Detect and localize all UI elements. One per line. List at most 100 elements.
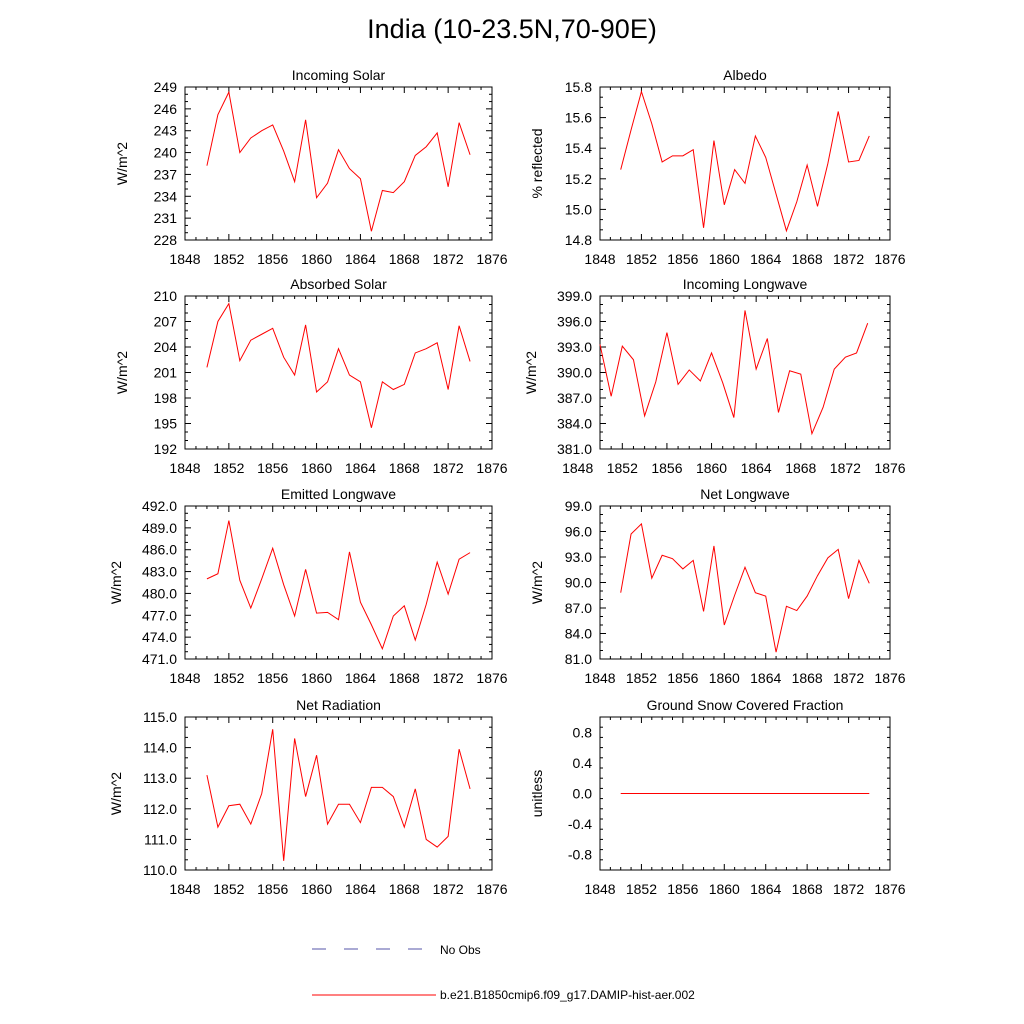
y-tick-label: 201 xyxy=(154,365,178,381)
series-line xyxy=(206,520,471,651)
y-tick-label: 112.0 xyxy=(143,801,177,817)
y-tick-label: 99.0 xyxy=(565,498,592,514)
x-tick-label: 1868 xyxy=(792,251,823,267)
y-tick-label: 0.0 xyxy=(573,786,593,802)
plot-frame xyxy=(184,295,493,450)
y-axis-label: W/m^2 xyxy=(108,772,124,815)
panel-title: Absorbed Solar xyxy=(290,276,387,292)
panel-title: Ground Snow Covered Fraction xyxy=(647,697,844,713)
y-tick-label: 15.4 xyxy=(565,140,592,156)
x-tick-label: 1860 xyxy=(709,881,740,897)
x-tick-label: 1848 xyxy=(584,251,615,267)
figure-title: India (10-23.5N,70-90E) xyxy=(367,14,657,44)
y-tick-label: 471.0 xyxy=(142,651,177,667)
legend-obs-label: No Obs xyxy=(440,943,481,957)
x-tick-label: 1876 xyxy=(476,670,507,686)
x-tick-label: 1876 xyxy=(874,251,905,267)
x-tick-label: 1876 xyxy=(476,460,507,476)
y-tick-label: 228 xyxy=(154,232,178,248)
x-tick-label: 1876 xyxy=(476,881,507,897)
y-tick-label: 87.0 xyxy=(565,600,592,616)
y-tick-label: 486.0 xyxy=(142,542,177,558)
y-tick-label: 399.0 xyxy=(557,288,592,304)
y-tick-label: 15.0 xyxy=(565,201,592,217)
x-tick-label: 1872 xyxy=(433,881,464,897)
y-tick-label: 384.0 xyxy=(557,416,592,432)
chart-panel: 1848 1852 1856 1860 1864 1868 1872 1876 14.8 15.0… xyxy=(529,67,906,267)
x-tick-label: 1872 xyxy=(433,460,464,476)
y-tick-label: 246 xyxy=(154,101,178,117)
x-tick-label: 1852 xyxy=(626,881,657,897)
x-tick-label: 1872 xyxy=(833,251,864,267)
x-tick-label: 1860 xyxy=(709,670,740,686)
y-tick-label: 393.0 xyxy=(557,339,592,355)
y-tick-label: 387.0 xyxy=(557,390,592,406)
plot-frame xyxy=(599,295,891,450)
x-tick-label: 1848 xyxy=(169,460,200,476)
x-tick-label: 1868 xyxy=(389,251,420,267)
x-tick-label: 1868 xyxy=(792,670,823,686)
chart-panel: 1848 1852 1856 1860 1864 1868 1872 1876 228 231 23… xyxy=(114,67,508,267)
x-tick-label: 1860 xyxy=(301,460,332,476)
x-tick-label: 1860 xyxy=(709,251,740,267)
x-tick-label: 1864 xyxy=(741,460,772,476)
y-tick-label: 0.8 xyxy=(573,724,593,740)
x-tick-label: 1872 xyxy=(833,670,864,686)
x-tick-label: 1868 xyxy=(389,670,420,686)
x-tick-label: 1864 xyxy=(750,881,781,897)
x-tick-label: 1864 xyxy=(345,460,376,476)
plot-frame xyxy=(184,86,493,241)
y-axis-label: W/m^2 xyxy=(529,561,545,604)
series-line xyxy=(620,89,870,233)
panel-title: Incoming Solar xyxy=(292,67,386,83)
x-tick-label: 1852 xyxy=(213,670,244,686)
x-tick-label: 1856 xyxy=(667,670,698,686)
chart-panel: 1848 1852 1856 1860 1864 1868 1872 1876 -0.8 -0.4… xyxy=(529,697,906,897)
series-line xyxy=(620,522,870,653)
y-tick-label: 0.4 xyxy=(573,755,593,771)
plot-frame xyxy=(184,505,493,660)
plot-frame xyxy=(599,86,891,241)
y-tick-label: 483.0 xyxy=(142,564,177,580)
x-tick-label: 1856 xyxy=(257,251,288,267)
y-tick-label: 477.0 xyxy=(142,607,177,623)
y-tick-label: 237 xyxy=(154,166,178,182)
x-tick-label: 1868 xyxy=(389,881,420,897)
chart-panel: 1848 1852 1856 1860 1864 1868 1872 1876 471.0 474… xyxy=(108,486,508,686)
x-tick-label: 1864 xyxy=(750,670,781,686)
chart-panel: 1848 1852 1856 1860 1864 1868 1872 1876 110.0 111… xyxy=(108,697,508,897)
x-tick-label: 1876 xyxy=(874,881,905,897)
y-tick-label: 489.0 xyxy=(142,520,177,536)
series-line xyxy=(599,310,869,436)
x-tick-label: 1856 xyxy=(257,670,288,686)
x-tick-label: 1864 xyxy=(345,670,376,686)
y-tick-label: 114.0 xyxy=(143,740,177,756)
x-tick-label: 1856 xyxy=(667,251,698,267)
series-line xyxy=(206,729,471,861)
panel-title: Incoming Longwave xyxy=(683,276,808,292)
panel-title: Albedo xyxy=(723,67,767,83)
y-tick-label: 198 xyxy=(154,390,178,406)
y-axis-label: W/m^2 xyxy=(114,351,130,394)
x-tick-label: 1852 xyxy=(607,460,638,476)
y-tick-label: 93.0 xyxy=(565,549,592,565)
panel-title: Emitted Longwave xyxy=(281,486,396,502)
x-tick-label: 1848 xyxy=(169,251,200,267)
y-axis-label: W/m^2 xyxy=(523,351,539,394)
x-tick-label: 1856 xyxy=(257,881,288,897)
x-tick-label: 1868 xyxy=(785,460,816,476)
legend: No Obs b.e21.B1850cmip6.f09_g17.DAMIP-hi… xyxy=(312,943,695,1002)
x-tick-label: 1860 xyxy=(301,670,332,686)
x-tick-label: 1852 xyxy=(213,881,244,897)
y-axis-label: % reflected xyxy=(529,128,545,198)
y-tick-label: 381.0 xyxy=(557,441,592,457)
x-tick-label: 1864 xyxy=(345,251,376,267)
x-tick-label: 1876 xyxy=(476,251,507,267)
y-tick-label: 84.0 xyxy=(565,626,592,642)
y-tick-label: 492.0 xyxy=(142,498,177,514)
y-tick-label: 231 xyxy=(154,210,178,226)
x-tick-label: 1868 xyxy=(389,460,420,476)
y-tick-label: 207 xyxy=(154,314,178,330)
x-tick-label: 1864 xyxy=(345,881,376,897)
chart-panel: 1848 1852 1856 1860 1864 1868 1872 1876 81.0 84.0… xyxy=(529,486,906,686)
